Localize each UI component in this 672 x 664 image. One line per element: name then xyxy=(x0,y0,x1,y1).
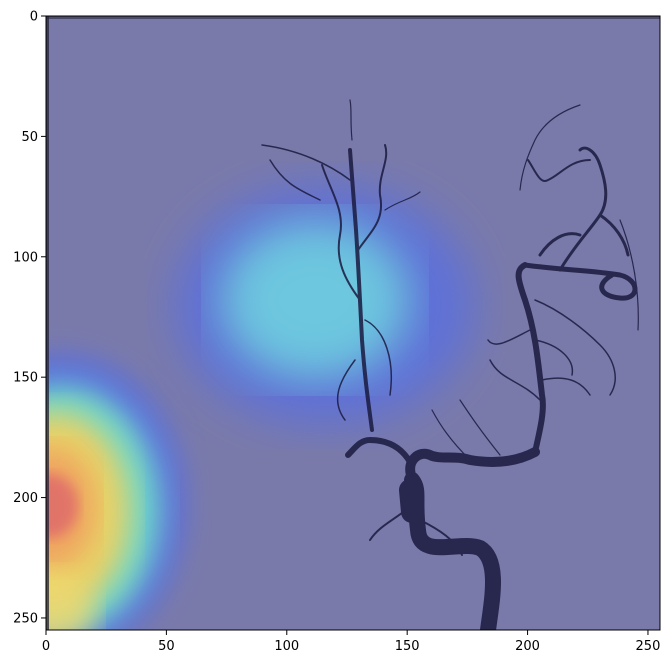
mca-branch-2 xyxy=(538,213,630,257)
x-tick-label: 150 xyxy=(395,639,420,654)
left-edge-band xyxy=(46,16,49,630)
vessel-tree xyxy=(261,99,639,630)
y-tick-label: 50 xyxy=(21,130,38,145)
aca-branch-2 xyxy=(357,144,388,251)
siphon xyxy=(405,447,540,483)
aca-branch-4 xyxy=(336,319,392,421)
aca-branch-3 xyxy=(261,144,351,201)
heat-blob-center-inner xyxy=(220,220,410,380)
x-axis-ticks: 0 50 100 150 200 250 xyxy=(42,630,661,654)
aca-trunk xyxy=(345,437,413,465)
top-edge-band xyxy=(46,16,660,19)
heat-blob-left-red xyxy=(46,474,78,538)
mca-branch-4 xyxy=(487,329,591,401)
plot-area xyxy=(46,16,660,630)
mca-branch-7 xyxy=(519,104,639,331)
x-tick-label: 50 xyxy=(158,639,175,654)
mca-branch-5 xyxy=(534,299,616,396)
mca-loop xyxy=(522,262,638,301)
ophthalmic xyxy=(369,504,463,556)
heatmap-layer xyxy=(46,185,475,630)
y-tick-label: 200 xyxy=(13,491,38,506)
mca-branch-1 xyxy=(558,146,608,272)
aca-branch-5 xyxy=(349,99,421,211)
y-tick-label: 0 xyxy=(30,10,38,25)
aca-branch-1 xyxy=(321,164,361,301)
bulb xyxy=(399,479,423,523)
x-tick-label: 200 xyxy=(515,639,540,654)
mca-branch-6 xyxy=(431,399,501,461)
x-tick-label: 250 xyxy=(636,639,661,654)
mca-branch-3 xyxy=(527,159,591,182)
axes-frame xyxy=(45,15,661,631)
x-tick-label: 100 xyxy=(274,639,299,654)
y-axis-ticks: 0 50 100 150 200 250 xyxy=(13,10,46,626)
heat-blob-bottom-yellow xyxy=(46,570,95,630)
y-tick-label: 150 xyxy=(13,371,38,386)
aca-ascending xyxy=(348,148,374,432)
mca-trunk xyxy=(515,262,546,455)
y-tick-label: 250 xyxy=(13,611,38,626)
y-tick-label: 100 xyxy=(13,250,38,265)
x-tick-label: 0 xyxy=(42,639,50,654)
